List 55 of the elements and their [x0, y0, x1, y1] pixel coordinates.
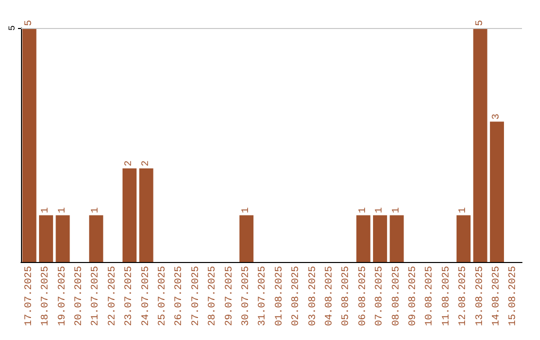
x-tick-label: 17.07.2025 — [24, 266, 35, 326]
x-tick-label: 18.07.2025 — [40, 266, 52, 326]
x-tick-label: 15.08.2025 — [508, 266, 520, 326]
x-tick-label: 10.08.2025 — [424, 266, 436, 326]
x-tick-label: 19.07.2025 — [57, 266, 68, 326]
x-tick-label: 05.08.2025 — [341, 266, 352, 326]
data-label: 1 — [458, 207, 470, 214]
x-tick-label: 20.07.2025 — [74, 266, 85, 326]
x-tick-label: 27.07.2025 — [190, 266, 202, 326]
x-tick-label: 22.07.2025 — [107, 266, 118, 326]
data-label: 5 — [24, 20, 35, 26]
x-tick-label: 01.08.2025 — [274, 266, 286, 326]
bar — [490, 122, 504, 262]
x-tick-label: 26.07.2025 — [174, 266, 186, 326]
x-tick-label: 04.08.2025 — [324, 266, 336, 326]
x-tick-label: 28.07.2025 — [208, 266, 219, 326]
x-tick-label: 13.08.2025 — [474, 266, 486, 326]
x-tick-label: 07.08.2025 — [374, 266, 386, 326]
x-tick-label: 14.08.2025 — [491, 266, 502, 326]
bar — [39, 215, 54, 262]
x-tick-label: 08.08.2025 — [391, 266, 402, 326]
x-tick-label: 06.08.2025 — [358, 266, 369, 326]
x-tick-label: 25.07.2025 — [157, 266, 168, 326]
data-label: 1 — [40, 207, 52, 214]
x-tick-label: 21.07.2025 — [90, 266, 102, 326]
bar — [239, 215, 254, 262]
x-tick-label: 03.08.2025 — [308, 266, 319, 326]
bar — [390, 215, 404, 262]
x-tick-label: 11.08.2025 — [441, 266, 452, 326]
x-tick-label: 09.08.2025 — [408, 266, 419, 326]
data-label: 3 — [491, 114, 502, 120]
bar — [122, 168, 137, 262]
data-label: 1 — [391, 207, 402, 214]
data-label: 2 — [140, 160, 152, 166]
bar — [89, 215, 104, 262]
x-tick-label: 30.07.2025 — [240, 266, 252, 326]
x-tick-label: 02.08.2025 — [291, 266, 302, 326]
bar — [139, 168, 154, 262]
x-tick-label: 24.07.2025 — [140, 266, 152, 326]
data-label: 5 — [474, 20, 486, 26]
x-tick-label: 29.07.2025 — [224, 266, 236, 326]
bar — [356, 215, 370, 262]
x-tick-label: 31.07.2025 — [258, 266, 269, 326]
bar — [56, 215, 70, 262]
data-label: 1 — [358, 207, 369, 214]
bar — [456, 215, 471, 262]
x-tick-label: 12.08.2025 — [458, 266, 470, 326]
x-tick-label: 23.07.2025 — [124, 266, 136, 326]
bar — [473, 28, 488, 262]
data-label: 1 — [240, 207, 252, 214]
data-label: 1 — [57, 207, 68, 214]
data-label: 2 — [124, 160, 136, 166]
data-label: 1 — [374, 207, 386, 214]
bar — [373, 215, 388, 262]
data-label: 1 — [90, 207, 102, 214]
